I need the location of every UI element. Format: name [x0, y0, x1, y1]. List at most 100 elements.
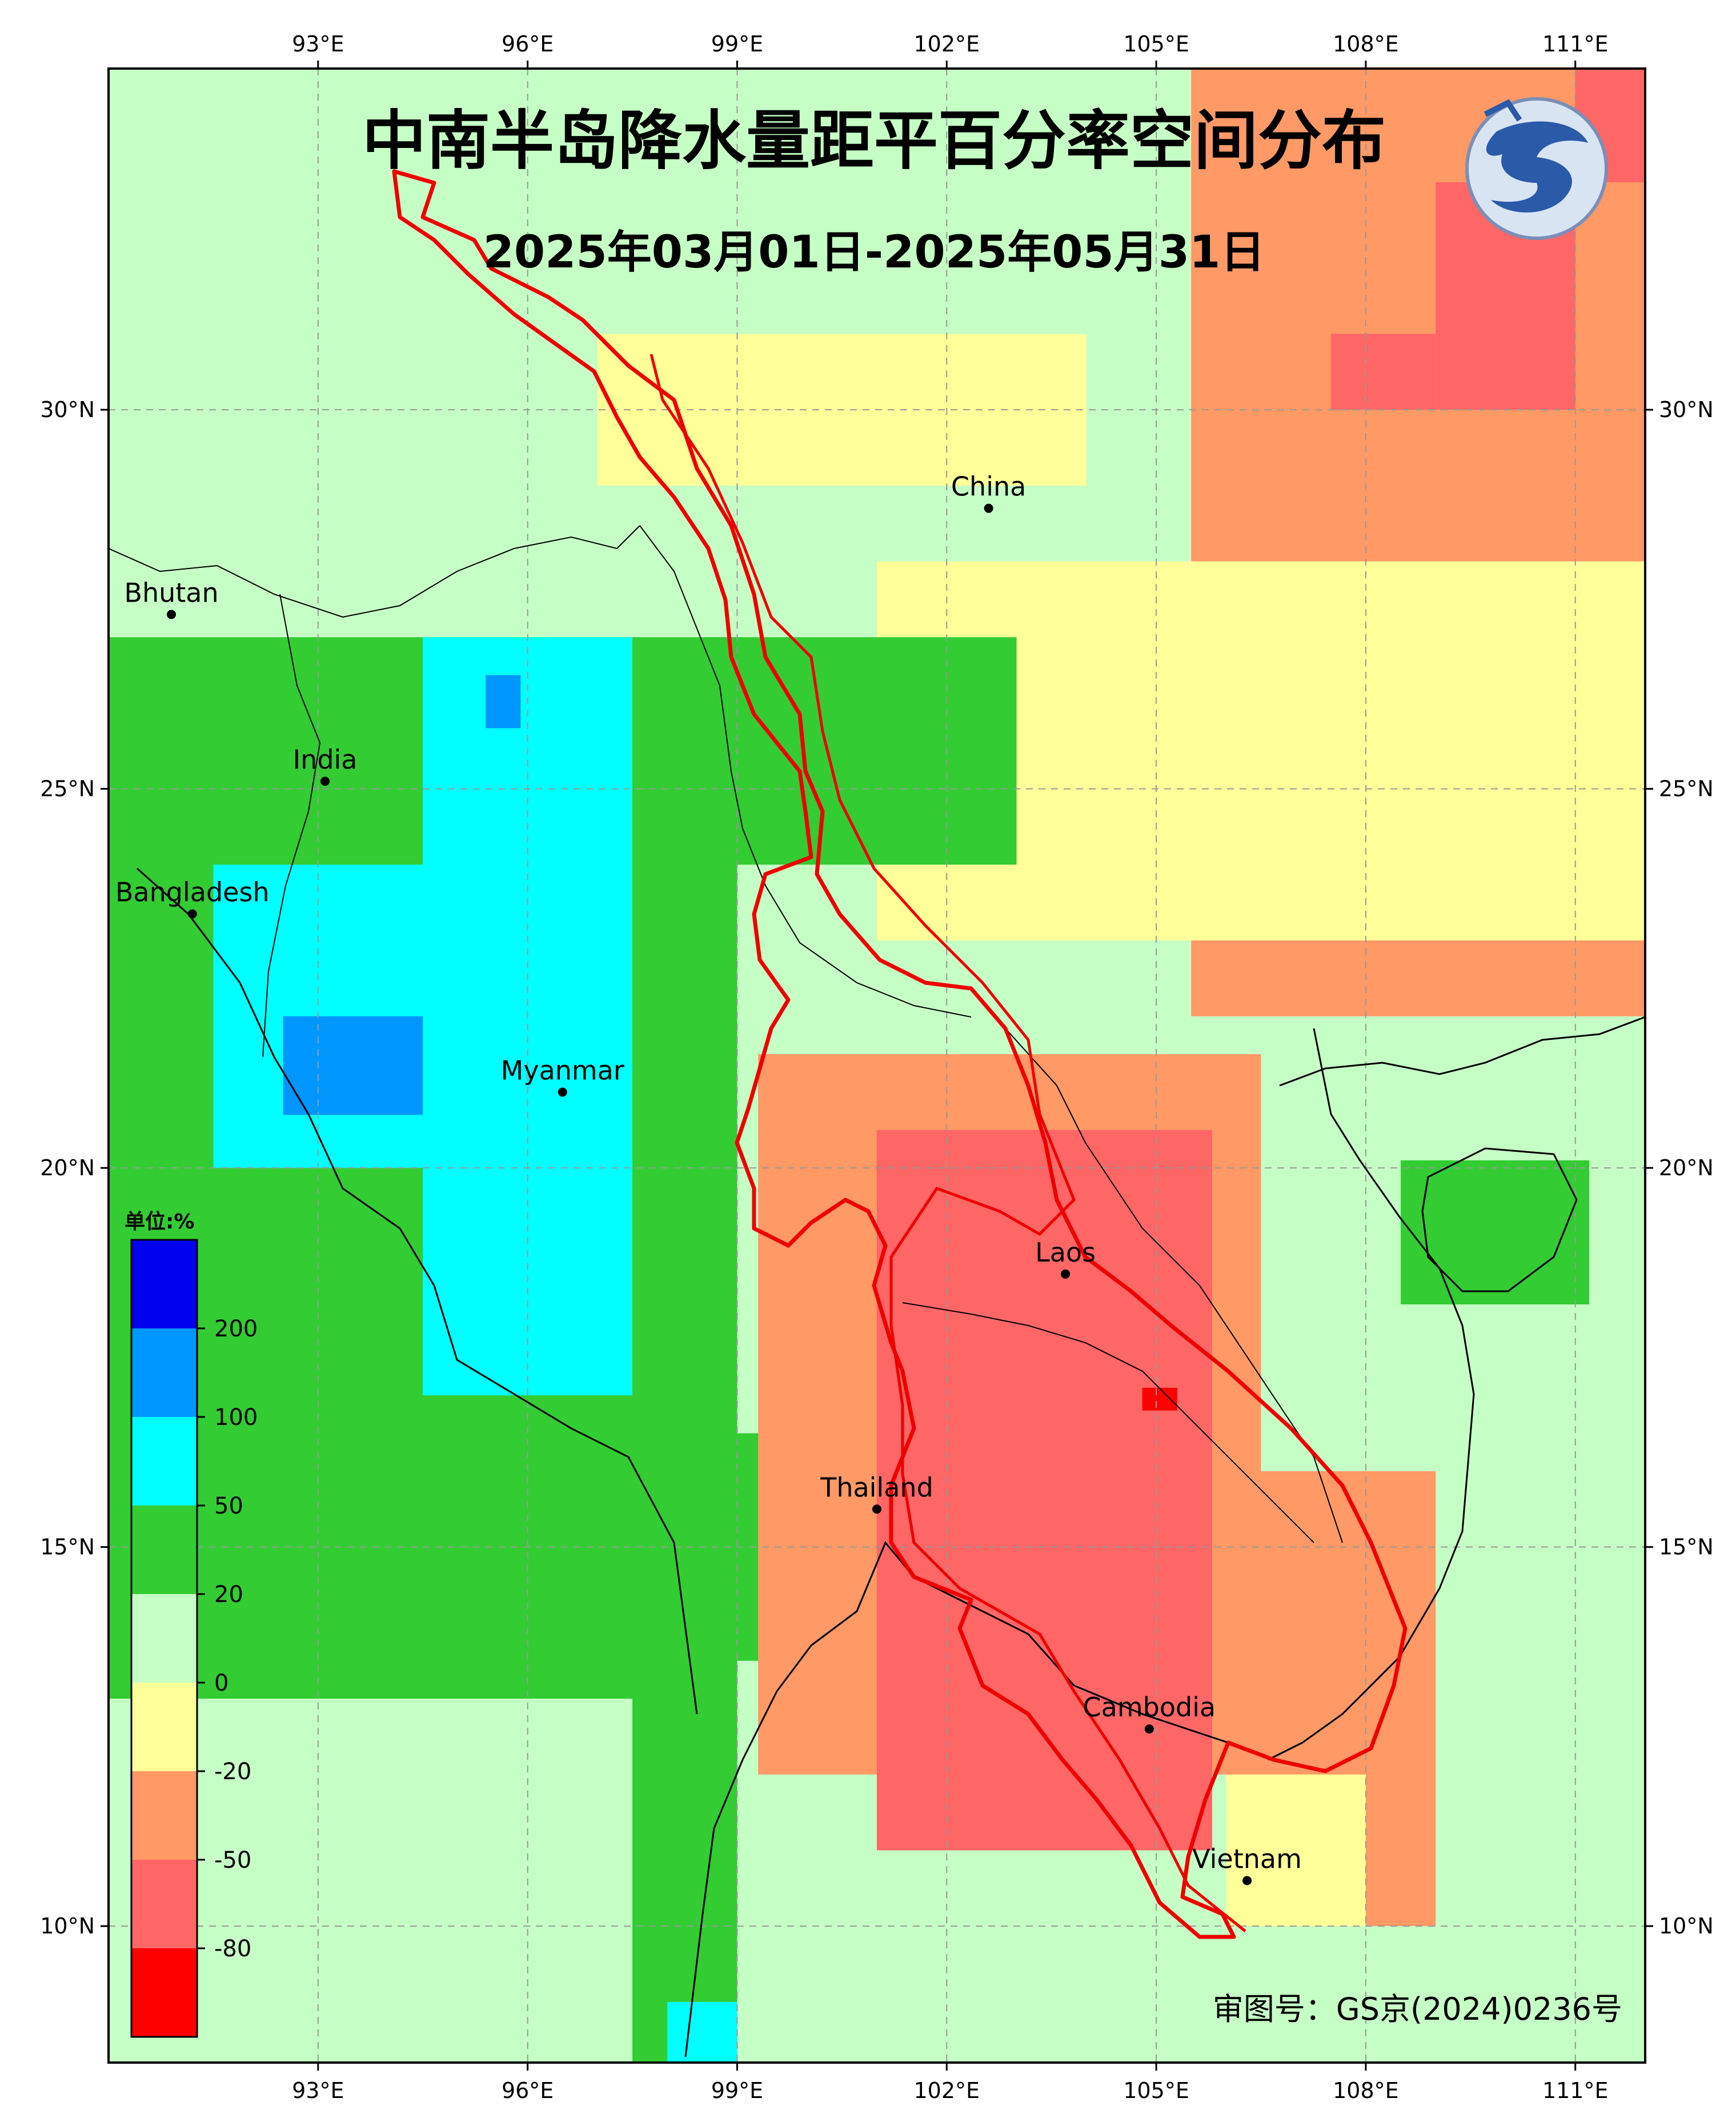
lat-tick-label-right: 15°N — [1659, 1535, 1714, 1560]
place-marker — [1242, 1876, 1252, 1885]
thailand-cambodia-border — [902, 1302, 1314, 1543]
place-marker — [558, 1087, 567, 1097]
legend-swatch — [131, 1948, 197, 2037]
china-south-coast — [1279, 1016, 1645, 1087]
place-laos: Laos — [1035, 1237, 1096, 1279]
legend-label: -80 — [214, 1936, 251, 1962]
legend-label: 0 — [214, 1670, 228, 1696]
map-approval-number: 审图号：GS京(2024)0236号 — [1213, 1991, 1622, 2027]
legend-swatch — [131, 1506, 197, 1594]
lon-tick-label-top: 93°E — [292, 31, 344, 57]
lon-tick-label-top: 108°E — [1333, 31, 1399, 57]
legend-swatch — [131, 1860, 197, 1948]
lat-tick-label-left: 10°N — [40, 1913, 95, 1939]
anomaly-region-17 — [1226, 1774, 1366, 1927]
anomaly-region-9 — [486, 675, 521, 728]
map-area — [109, 69, 1645, 2063]
legend-label: 200 — [214, 1316, 258, 1342]
place-marker — [1061, 1269, 1071, 1279]
lon-tick-label-bottom: 93°E — [292, 2078, 344, 2103]
cma-dragon-logo-icon — [1465, 97, 1608, 240]
legend-swatch — [131, 1594, 197, 1683]
place-thailand: Thailand — [820, 1472, 933, 1514]
legend-swatch — [131, 1683, 197, 1771]
legend-unit: 单位:% — [125, 1210, 194, 1234]
anomaly-region-5 — [702, 637, 1017, 865]
myanmar-china-border — [639, 525, 972, 1018]
lon-tick-label-top: 105°E — [1123, 31, 1189, 57]
lat-tick-label-left: 15°N — [40, 1535, 95, 1560]
graticule — [109, 69, 1645, 2063]
place-bangladesh: Bangladesh — [115, 877, 270, 919]
map-subtitle: 2025年03月01日-2025年05月31日 — [483, 227, 1265, 278]
place-label: Bangladesh — [115, 877, 270, 908]
legend-swatch — [131, 1417, 197, 1506]
map-title: 中南半岛降水量距平百分率空间分布 — [362, 104, 1386, 178]
northern-border — [109, 525, 640, 618]
lon-tick-label-bottom: 108°E — [1333, 2078, 1399, 2103]
legend-label: -20 — [214, 1759, 251, 1785]
anomaly-region-20 — [667, 2001, 737, 2063]
place-cambodia: Cambodia — [1083, 1692, 1216, 1734]
lat-tick-label-left: 30°N — [40, 397, 95, 422]
place-marker — [320, 776, 330, 786]
lon-tick-label-bottom: 111°E — [1542, 2078, 1609, 2103]
legend-label: 20 — [214, 1582, 243, 1608]
place-marker — [984, 503, 993, 513]
place-marker — [167, 610, 177, 619]
legend-color-bar — [130, 1239, 198, 2038]
hainan-island — [1421, 1147, 1578, 1292]
place-label: Thailand — [820, 1472, 933, 1503]
lon-tick-label-top: 96°E — [502, 31, 554, 57]
legend-label: -50 — [214, 1847, 251, 1873]
lon-tick-label-bottom: 105°E — [1123, 2078, 1189, 2103]
place-myanmar: Myanmar — [501, 1055, 624, 1097]
lat-tick-label-right: 30°N — [1659, 397, 1714, 422]
anomaly-region-7 — [213, 864, 493, 1168]
place-marker — [1144, 1724, 1154, 1734]
place-label: Bhutan — [124, 577, 218, 608]
legend-frame — [130, 1239, 198, 2038]
lat-tick-label-right: 25°N — [1659, 776, 1714, 802]
place-marker — [872, 1504, 881, 1514]
lon-tick-label-top: 102°E — [913, 31, 980, 57]
lat-tick-label-right: 10°N — [1659, 1913, 1714, 1939]
anomaly-region-18 — [1401, 1160, 1590, 1305]
place-india: India — [293, 744, 358, 786]
legend-swatch — [131, 1771, 197, 1860]
lancang-mekong-basin-outline — [392, 169, 1408, 1939]
place-label: India — [293, 744, 358, 775]
precipitation-anomaly-field — [109, 69, 1645, 2063]
anomaly-region-15 — [1142, 1387, 1177, 1411]
legend-label: 50 — [214, 1493, 243, 1519]
place-label: Laos — [1035, 1237, 1096, 1268]
place-label: Myanmar — [501, 1055, 624, 1086]
place-vietnam: Vietnam — [1192, 1844, 1302, 1885]
india-myanmar-border — [262, 594, 321, 1058]
map-frame — [107, 67, 1646, 2064]
legend-swatch — [131, 1328, 197, 1417]
anomaly-region-8 — [283, 1016, 423, 1115]
legend-label: 100 — [214, 1404, 258, 1431]
legend-swatch — [131, 1240, 197, 1328]
lon-tick-label-top: 99°E — [711, 31, 763, 57]
place-label: Vietnam — [1192, 1844, 1302, 1875]
mekong-river — [650, 354, 1246, 1932]
myanmar-coastline — [137, 867, 698, 1715]
lat-tick-label-left: 25°N — [40, 776, 95, 802]
country-labels: China Bhutan India Bangladesh Myanmar Laos Tha… — [115, 471, 1302, 1885]
lat-tick-label-left: 20°N — [40, 1155, 95, 1180]
vietnam-coastline — [1268, 1028, 1475, 1761]
place-label: China — [951, 471, 1026, 502]
lon-tick-label-bottom: 99°E — [711, 2078, 763, 2103]
place-bhutan: Bhutan — [124, 577, 219, 619]
lat-tick-label-right: 20°N — [1659, 1155, 1714, 1180]
place-marker — [187, 909, 197, 919]
place-label: Cambodia — [1083, 1692, 1216, 1723]
anomaly-region-22 — [1330, 334, 1436, 410]
basin-boundary — [392, 169, 1408, 1939]
lon-tick-label-top: 111°E — [1542, 31, 1609, 57]
axis-ticks: 93°E 93°E 96°E 96°E 99°E 99°E 102°E 102°E 105°E 1… — [40, 31, 1714, 2103]
